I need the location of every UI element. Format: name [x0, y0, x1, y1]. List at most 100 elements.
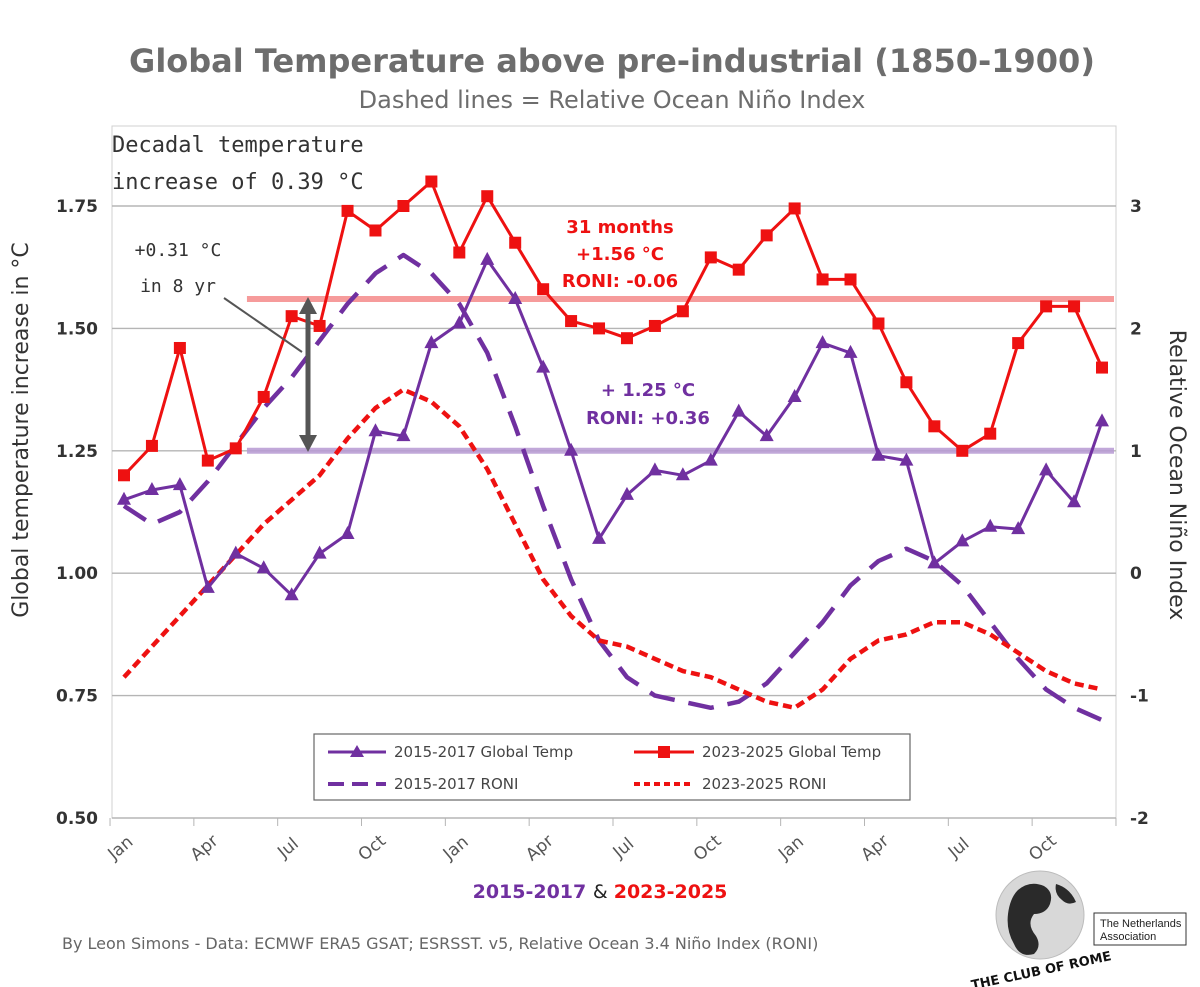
data-point [313, 319, 326, 332]
legend-box [313, 733, 911, 801]
y-tick-label-3: 1.25 [56, 442, 98, 462]
double-arrow [299, 297, 317, 452]
series-2015-2017-roni [122, 252, 1103, 723]
data-point [173, 341, 186, 354]
x-tick-label-7: Oct [690, 831, 726, 865]
y-tick-label-0: 0.50 [56, 809, 98, 829]
data-point [201, 454, 214, 467]
period-label-amp: & [593, 881, 614, 903]
x-tick-label-10: Jul [944, 834, 973, 863]
data-point [172, 477, 187, 491]
data-point [1040, 300, 1053, 313]
y-tick-label-1: 0.75 [56, 687, 98, 707]
data-point [900, 376, 913, 389]
legend-item-2023-temp: 2023-2025 Global Temp [634, 743, 881, 761]
reference-lines [246, 296, 1114, 454]
series-line [123, 258, 1104, 597]
data-point [899, 452, 914, 466]
data-point [984, 427, 997, 440]
y2-tick-label-3: 1 [1130, 442, 1142, 462]
data-point [453, 246, 466, 259]
data-point [565, 315, 578, 328]
series-layer [117, 175, 1109, 723]
data-point [145, 439, 158, 452]
data-point [619, 486, 634, 500]
annotation-eight-yr-line1: +0.31 °C [135, 240, 222, 261]
data-point [536, 359, 551, 373]
data-point [759, 428, 774, 442]
annotation-red-months: 31 months [566, 217, 673, 238]
legend-item-2015-roni: 2015-2017 RONI [328, 775, 518, 793]
annotation-purple-temp: + 1.25 °C [601, 380, 695, 401]
data-point [1011, 521, 1026, 535]
data-point [731, 403, 746, 417]
x-tick-label-0: Jan [104, 832, 138, 865]
y-tick-label-5: 1.75 [56, 197, 98, 217]
y2-axis-label: Relative Ocean Niño Index [1164, 330, 1189, 621]
data-point [285, 310, 298, 323]
annotation-decadal-line1: Decadal temperature [112, 133, 364, 158]
data-point [1039, 462, 1054, 476]
annotation-red-roni: RONI: -0.06 [562, 271, 678, 292]
series-2015-2017-global-temp [117, 251, 1109, 601]
x-tick-label-6: Jul [609, 834, 638, 863]
data-point [452, 315, 467, 329]
x-axis-ticks: Jan Apr Jul Oct Jan Apr Jul Oct Jan Apr Jul Oct [104, 818, 1117, 865]
data-point [257, 390, 270, 403]
x-tick-label-3: Oct [355, 831, 391, 865]
data-point [760, 229, 773, 242]
association-box [1093, 912, 1187, 946]
data-point [1095, 413, 1109, 427]
y2-tick-label-5: 3 [1130, 197, 1142, 217]
y-tick-label-4: 1.50 [56, 319, 98, 339]
data-point [424, 335, 439, 349]
data-point [955, 533, 970, 547]
data-point [341, 204, 354, 217]
data-point [228, 545, 243, 559]
data-point [1096, 361, 1108, 374]
y2-axis-ticks: -2 -1 0 1 2 3 [1130, 197, 1149, 829]
legend-label-2023-roni: 2023-2025 RONI [702, 775, 826, 793]
data-point [340, 526, 355, 540]
data-point [284, 587, 299, 601]
y-axis-ticks: 0.50 0.75 1.00 1.25 1.50 1.75 [56, 197, 98, 829]
data-point [480, 251, 495, 265]
annotation-pointer-line [223, 297, 303, 353]
data-point [844, 273, 857, 286]
data-point [592, 530, 607, 544]
chart-subtitle: Dashed lines = Relative Ocean Niño Index [359, 86, 866, 114]
data-point [816, 273, 829, 286]
data-point [312, 545, 327, 559]
series-2023-2025-global-temp [118, 175, 1108, 482]
data-point [118, 469, 130, 482]
x-tick-label-2: Jul [273, 834, 302, 863]
globe-continents [1007, 883, 1076, 955]
legend: 2015-2017 Global Temp 2023-2025 Global T… [313, 733, 911, 801]
data-point [481, 190, 494, 203]
data-point [928, 420, 941, 433]
period-label-b: 2023-2025 [614, 881, 728, 903]
legend-item-2023-roni: 2023-2025 RONI [634, 775, 826, 793]
y2-tick-label-4: 2 [1130, 319, 1142, 339]
annotation-red-temp: +1.56 °C [576, 244, 664, 265]
y-axis-label: Global temperature increase in °C [9, 242, 34, 618]
data-point [676, 305, 689, 318]
period-label-a: 2015-2017 [473, 881, 587, 903]
data-point [647, 462, 662, 476]
association-line2: Association [1100, 931, 1156, 943]
data-point [397, 200, 410, 212]
data-point [843, 344, 858, 358]
y2-tick-label-0: -2 [1130, 809, 1149, 829]
data-point [537, 283, 550, 296]
x-tick-label-8: Jan [774, 832, 808, 865]
data-point [368, 423, 383, 437]
data-point [648, 319, 661, 332]
data-point [815, 335, 830, 349]
data-point [1068, 300, 1081, 313]
chart-title: Global Temperature above pre-industrial … [129, 42, 1095, 80]
data-point [703, 452, 718, 466]
data-point [593, 322, 606, 335]
legend-item-2015-temp: 2015-2017 Global Temp [328, 743, 573, 761]
data-point [675, 467, 690, 481]
data-point [508, 291, 523, 305]
